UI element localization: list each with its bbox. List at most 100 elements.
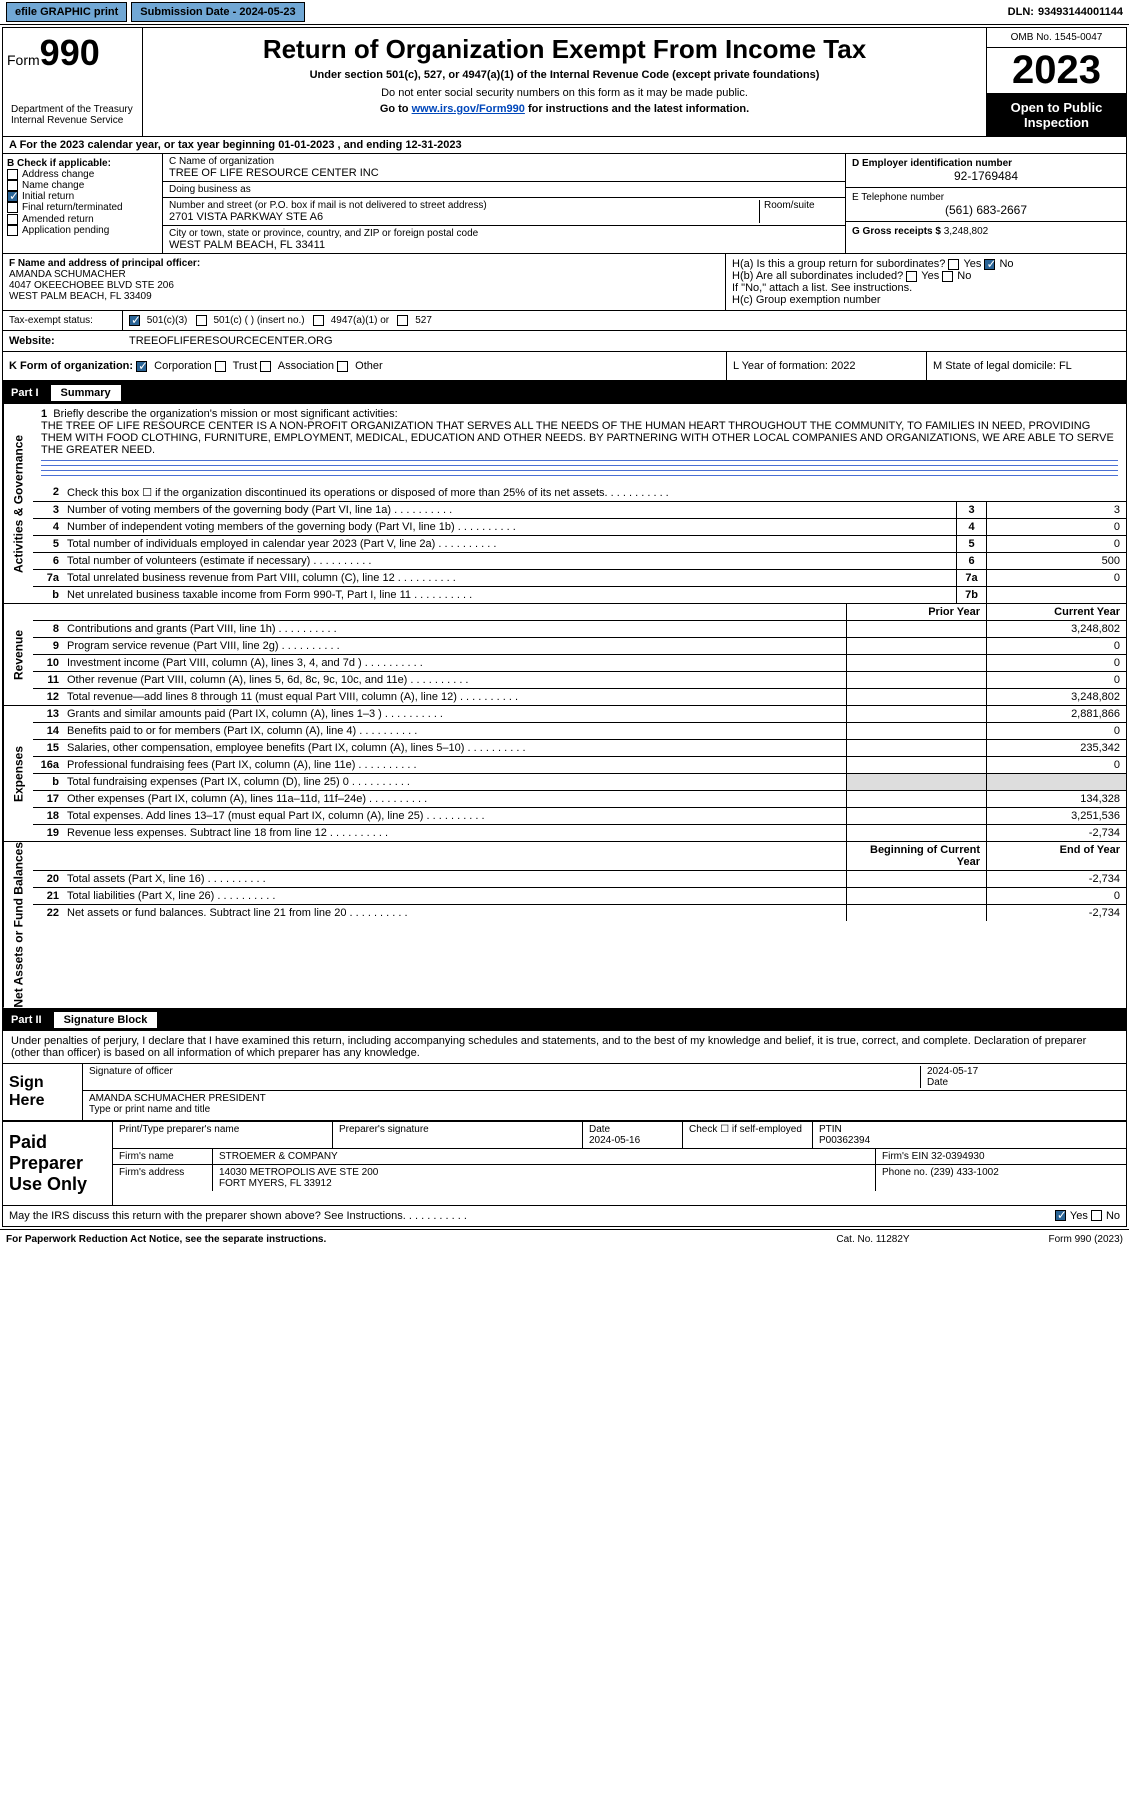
current-year-header: Current Year: [986, 604, 1126, 620]
chk-name-change[interactable]: Name change: [7, 180, 158, 191]
street-value: 2701 VISTA PARKWAY STE A6: [169, 211, 759, 223]
chk-other[interactable]: [337, 361, 348, 372]
efile-print-button[interactable]: efile GRAPHIC print: [6, 2, 127, 22]
chk-amended-return[interactable]: Amended return: [7, 214, 158, 225]
h-b-label: H(b) Are all subordinates included?: [732, 270, 903, 282]
vtab-net-assets: Net Assets or Fund Balances: [3, 842, 33, 1008]
part-2-title: Signature Block: [54, 1012, 158, 1028]
line-17: 17Other expenses (Part IX, column (A), l…: [33, 791, 1126, 808]
line-5: 5Total number of individuals employed in…: [33, 536, 1126, 553]
col-f-officer: F Name and address of principal officer:…: [3, 254, 726, 310]
dept-treasury: Department of the Treasury: [7, 104, 138, 115]
no-label: No: [999, 258, 1013, 270]
firm-phone-label: Phone no.: [882, 1167, 928, 1178]
sign-here-row: Sign Here Signature of officer 2024-05-1…: [3, 1064, 1126, 1121]
row-j-website: Website: TREEOFLIFERESOURCECENTER.ORG: [3, 331, 1126, 352]
line-18: 18Total expenses. Add lines 13–17 (must …: [33, 808, 1126, 825]
prep-selfemp-label: Check ☐ if self-employed: [683, 1122, 813, 1148]
prep-date-value: 2024-05-16: [589, 1135, 640, 1146]
prep-name-label: Print/Type preparer's name: [113, 1122, 333, 1148]
line-4: 4Number of independent voting members of…: [33, 519, 1126, 536]
firm-addr-label: Firm's address: [113, 1165, 213, 1191]
chk-initial-return[interactable]: Initial return: [7, 191, 158, 202]
col-d-e-g: D Employer identification number 92-1769…: [846, 154, 1126, 253]
dln-label: DLN:: [1008, 6, 1034, 18]
discuss-q: May the IRS discuss this return with the…: [9, 1210, 1055, 1222]
line-15: 15Salaries, other compensation, employee…: [33, 740, 1126, 757]
line-21: 21Total liabilities (Part X, line 26)0: [33, 888, 1126, 905]
phone-label: E Telephone number: [852, 192, 1120, 203]
yes-label: Yes: [963, 258, 981, 270]
discuss-row: May the IRS discuss this return with the…: [3, 1205, 1126, 1226]
chk-501c3[interactable]: [129, 315, 140, 326]
top-bar: efile GRAPHIC print Submission Date - 20…: [0, 0, 1129, 25]
pra-notice: For Paperwork Reduction Act Notice, see …: [6, 1234, 773, 1245]
firm-name-label: Firm's name: [113, 1149, 213, 1164]
tax-exempt-label: Tax-exempt status:: [3, 311, 123, 330]
vtab-expenses: Expenses: [3, 706, 33, 841]
subdate-value: 2024-05-23: [239, 6, 295, 18]
sig-date-label: Date: [927, 1077, 1120, 1088]
firm-addr1: 14030 METROPOLIS AVE STE 200: [219, 1167, 378, 1178]
tax-year: 2023: [987, 48, 1126, 94]
form-label: Form: [7, 52, 40, 68]
section-net-assets: Net Assets or Fund Balances Beginning of…: [3, 842, 1126, 1009]
line-6: 6Total number of volunteers (estimate if…: [33, 553, 1126, 570]
dba-label: Doing business as: [169, 184, 839, 195]
h-a-label: H(a) Is this a group return for subordin…: [732, 258, 945, 270]
chk-527[interactable]: [397, 315, 408, 326]
h-b2-label: If "No," attach a list. See instructions…: [732, 282, 1120, 294]
chk-application-pending[interactable]: Application pending: [7, 225, 158, 236]
form-ref: Form 990 (2023): [973, 1234, 1123, 1245]
row-k-l-m: K Form of organization: Corporation Trus…: [3, 352, 1126, 382]
part-1-num: Part I: [11, 387, 47, 399]
section-revenue: Revenue Prior Year Current Year 8Contrib…: [3, 604, 1126, 706]
col-b-label: B Check if applicable:: [7, 158, 158, 169]
website-value: TREEOFLIFERESOURCECENTER.ORG: [123, 331, 1126, 351]
officer-name: AMANDA SCHUMACHER: [9, 269, 719, 280]
goto-link[interactable]: Go to www.irs.gov/Form990 for instructio…: [153, 103, 976, 115]
phone-value: (561) 683-2667: [852, 203, 1120, 217]
firm-ein-value: 32-0394930: [931, 1151, 984, 1162]
part-2-header: Part II Signature Block: [3, 1009, 1126, 1031]
line-9: 9Program service revenue (Part VIII, lin…: [33, 638, 1126, 655]
chk-association[interactable]: [260, 361, 271, 372]
org-name-label: C Name of organization: [169, 156, 839, 167]
line-11: 11Other revenue (Part VIII, column (A), …: [33, 672, 1126, 689]
discuss-no-chk[interactable]: [1091, 1210, 1102, 1221]
cat-number: Cat. No. 11282Y: [773, 1234, 973, 1245]
form-header: Form990 Department of the Treasury Inter…: [3, 28, 1126, 137]
domicile-value: FL: [1059, 360, 1072, 372]
submission-date-button[interactable]: Submission Date - 2024-05-23: [131, 2, 304, 22]
year-formation-label: L Year of formation:: [733, 360, 828, 372]
form-990: Form990 Department of the Treasury Inter…: [2, 27, 1127, 1227]
line-13: 13Grants and similar amounts paid (Part …: [33, 706, 1126, 723]
prep-date-label: Date: [589, 1124, 610, 1135]
year-formation-value: 2022: [831, 360, 855, 372]
discuss-yes-chk[interactable]: [1055, 1210, 1066, 1221]
firm-ein-label: Firm's EIN: [882, 1151, 928, 1162]
h-c-label: H(c) Group exemption number: [732, 294, 1120, 306]
chk-corporation[interactable]: [136, 361, 147, 372]
row-i-tax-status: Tax-exempt status: 501(c)(3) 501(c) ( ) …: [3, 311, 1126, 331]
line-16a: 16aProfessional fundraising fees (Part I…: [33, 757, 1126, 774]
chk-final-return[interactable]: Final return/terminated: [7, 202, 158, 213]
mission-text: THE TREE OF LIFE RESOURCE CENTER IS A NO…: [41, 420, 1118, 456]
chk-trust[interactable]: [215, 361, 226, 372]
ssn-warning: Do not enter social security numbers on …: [153, 87, 976, 99]
chk-address-change[interactable]: Address change: [7, 169, 158, 180]
part-1-title: Summary: [51, 385, 121, 401]
line-10: 10Investment income (Part VIII, column (…: [33, 655, 1126, 672]
omb-number: OMB No. 1545-0047: [987, 28, 1126, 48]
org-name: TREE OF LIFE RESOURCE CENTER INC: [169, 167, 839, 179]
open-public-badge: Open to Public Inspection: [987, 94, 1126, 136]
domicile-label: M State of legal domicile:: [933, 360, 1056, 372]
chk-501c[interactable]: [196, 315, 207, 326]
line-b: bTotal fundraising expenses (Part IX, co…: [33, 774, 1126, 791]
line-14: 14Benefits paid to or for members (Part …: [33, 723, 1126, 740]
part-1-header: Part I Summary: [3, 382, 1126, 404]
prep-sig-label: Preparer's signature: [333, 1122, 583, 1148]
firm-name-value: STROEMER & COMPANY: [213, 1149, 876, 1164]
dln-value: 93493144001144: [1038, 6, 1123, 18]
chk-4947[interactable]: [313, 315, 324, 326]
